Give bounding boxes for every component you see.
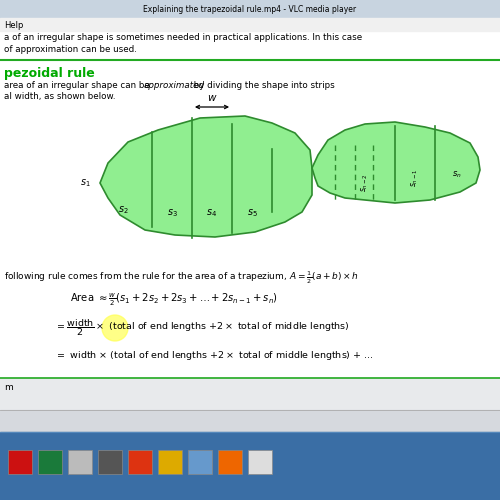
Text: $= \dfrac{\mathrm{width}}{2} \times$ (total of end lengths $+ 2 \times$ total of: $= \dfrac{\mathrm{width}}{2} \times$ (to… [55, 318, 350, 338]
Text: a of an irregular shape is sometimes needed in practical applications. In this c: a of an irregular shape is sometimes nee… [4, 34, 362, 42]
Polygon shape [312, 122, 480, 203]
Text: $s_4$: $s_4$ [206, 207, 218, 219]
Text: $w$: $w$ [207, 93, 217, 103]
Text: Area $\approx \frac{w}{2}(s_1 + 2s_2 + 2s_3 + \ldots + 2s_{n-1} + s_n)$: Area $\approx \frac{w}{2}(s_1 + 2s_2 + 2… [70, 292, 278, 308]
Bar [158, 450, 182, 474]
Text: pezoidal rule: pezoidal rule [4, 66, 95, 80]
Text: by dividing the shape into strips: by dividing the shape into strips [191, 82, 335, 90]
Text: $s_n$: $s_n$ [452, 170, 462, 180]
Text: $s_3$: $s_3$ [166, 207, 177, 219]
Text: $s_1$: $s_1$ [80, 177, 91, 189]
Text: $s_{n-1}$: $s_{n-1}$ [410, 168, 420, 188]
Bar [218, 450, 242, 474]
Bar [128, 450, 152, 474]
Text: $s_{n-2}$: $s_{n-2}$ [360, 174, 370, 193]
Bar [98, 450, 122, 474]
Text: approximated: approximated [144, 82, 205, 90]
Bar [68, 450, 92, 474]
Text: Help: Help [4, 20, 24, 30]
Bar [0, 0, 500, 18]
Text: Explaining the trapezoidal rule.mp4 - VLC media player: Explaining the trapezoidal rule.mp4 - VL… [144, 4, 356, 14]
Bar [188, 450, 212, 474]
Text: following rule comes from the rule for the area of a trapezium, $A = \frac{1}{2}: following rule comes from the rule for t… [4, 270, 359, 286]
Polygon shape [100, 116, 312, 237]
Text: of approximation can be used.: of approximation can be used. [4, 46, 137, 54]
Text: $s_2$: $s_2$ [118, 204, 128, 216]
Bar [0, 432, 500, 500]
Bar [0, 30, 500, 410]
Text: $=$ width $\times$ (total of end lengths $+ 2 \times$ total of middle lengths) $: $=$ width $\times$ (total of end lengths… [55, 348, 374, 362]
Bar [38, 450, 62, 474]
Bar [8, 450, 32, 474]
Bar [0, 378, 500, 413]
Text: $s_5$: $s_5$ [246, 207, 258, 219]
Bar [0, 18, 500, 31]
Text: al width, as shown below.: al width, as shown below. [4, 92, 116, 102]
Text: area of an irregular shape can be: area of an irregular shape can be [4, 82, 152, 90]
Text: m: m [4, 384, 13, 392]
Bar [0, 410, 500, 432]
Bar [248, 450, 272, 474]
Circle shape [102, 315, 128, 341]
